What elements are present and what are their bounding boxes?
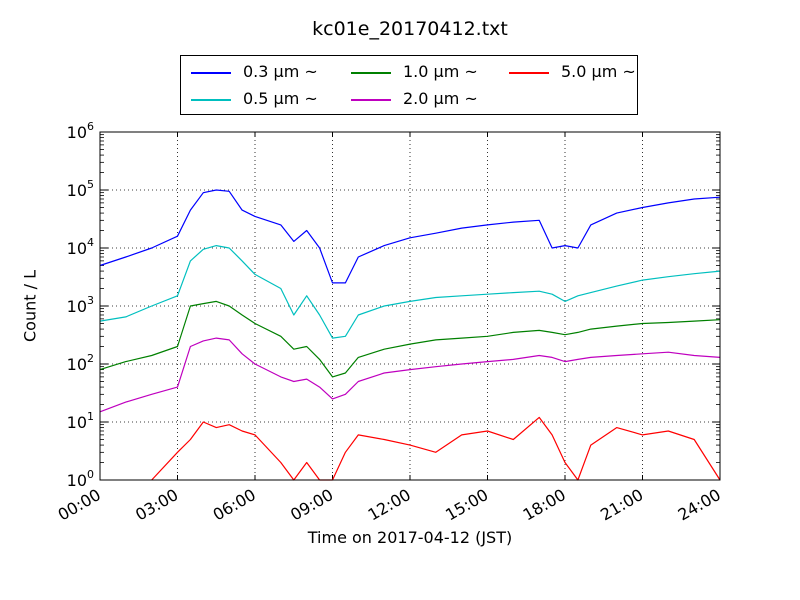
x-tick-label: 12:00 (365, 485, 414, 525)
legend-swatch (351, 72, 391, 74)
y-axis-label: Count / L (20, 270, 40, 342)
x-tick-label: 00:00 (55, 485, 104, 525)
x-tick-label: 18:00 (520, 485, 569, 525)
x-tick-label: 15:00 (442, 485, 491, 525)
legend-swatch (351, 99, 391, 101)
y-tick-label: 105 (67, 178, 94, 200)
legend-swatch (509, 72, 549, 74)
y-tick-label: 100 (67, 468, 94, 490)
legend-swatch (191, 72, 231, 74)
x-tick-label: 03:00 (132, 485, 181, 525)
series-line (151, 416, 721, 481)
y-tick-label: 106 (67, 120, 94, 142)
legend: 0.3 μm ~ 1.0 μm ~ 5.0 μm ~ 0.5 μm ~ 2.0 … (180, 55, 638, 115)
x-tick-label: 09:00 (287, 485, 336, 525)
x-tick-label: 06:00 (210, 485, 259, 525)
y-tick-label: 103 (67, 294, 94, 316)
x-tick-label: 24:00 (675, 485, 724, 525)
legend-swatch (191, 99, 231, 101)
legend-label: 5.0 μm ~ (561, 62, 636, 81)
plot-frame (99, 131, 721, 481)
series-line (99, 189, 721, 284)
y-tick-label: 101 (67, 410, 94, 432)
legend-label: 2.0 μm ~ (403, 89, 478, 108)
legend-label: 0.3 μm ~ (243, 62, 318, 81)
series-line (99, 300, 721, 378)
legend-label: 1.0 μm ~ (403, 62, 478, 81)
legend-label: 0.5 μm ~ (243, 89, 318, 108)
y-tick-label: 102 (67, 352, 94, 374)
series-line (99, 245, 721, 339)
y-tick-label: 104 (67, 236, 94, 258)
x-tick-label: 21:00 (597, 485, 646, 525)
series-line (99, 337, 721, 413)
chart-title: kc01e_20170412.txt (312, 18, 508, 40)
x-axis-label: Time on 2017-04-12 (JST) (307, 528, 513, 547)
